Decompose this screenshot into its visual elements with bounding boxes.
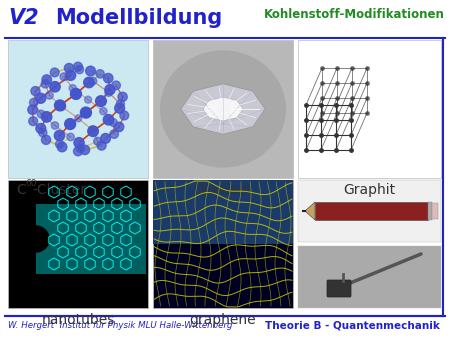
- Circle shape: [101, 134, 110, 143]
- Circle shape: [120, 111, 129, 120]
- Circle shape: [85, 96, 92, 103]
- Circle shape: [86, 66, 95, 76]
- Circle shape: [73, 62, 82, 71]
- Circle shape: [51, 122, 59, 129]
- Bar: [153, 180, 293, 244]
- Circle shape: [55, 140, 64, 148]
- Text: 60: 60: [25, 179, 36, 188]
- Circle shape: [41, 112, 52, 122]
- Circle shape: [50, 68, 59, 77]
- Circle shape: [54, 100, 65, 111]
- Circle shape: [110, 130, 118, 138]
- Bar: [153, 40, 293, 178]
- Circle shape: [75, 66, 84, 74]
- Circle shape: [36, 123, 46, 133]
- Bar: [298, 40, 441, 178]
- Circle shape: [118, 92, 127, 101]
- Circle shape: [109, 119, 117, 126]
- Circle shape: [89, 77, 97, 85]
- Circle shape: [115, 103, 125, 113]
- Circle shape: [71, 89, 81, 99]
- Circle shape: [76, 144, 85, 152]
- Circle shape: [50, 81, 60, 92]
- Text: Graphit: Graphit: [343, 183, 396, 197]
- Text: Modellbildung: Modellbildung: [55, 8, 222, 28]
- Polygon shape: [181, 84, 265, 134]
- Circle shape: [74, 138, 84, 148]
- FancyBboxPatch shape: [36, 204, 146, 274]
- Circle shape: [36, 93, 46, 103]
- Circle shape: [88, 126, 99, 137]
- Circle shape: [66, 70, 76, 80]
- Circle shape: [60, 73, 68, 81]
- Bar: [153, 180, 293, 308]
- Circle shape: [37, 110, 45, 118]
- Circle shape: [104, 115, 114, 125]
- Text: C: C: [16, 183, 26, 197]
- Circle shape: [30, 98, 38, 107]
- Circle shape: [41, 80, 50, 88]
- Text: -Cluster: -Cluster: [32, 183, 86, 197]
- Bar: [8, 40, 148, 178]
- Bar: [298, 180, 441, 242]
- Circle shape: [31, 87, 40, 96]
- Text: graphene: graphene: [190, 313, 256, 327]
- Circle shape: [112, 81, 120, 90]
- Circle shape: [97, 141, 106, 150]
- Text: nanotubes: nanotubes: [41, 313, 115, 327]
- Polygon shape: [305, 202, 315, 220]
- Circle shape: [100, 107, 107, 115]
- Circle shape: [94, 137, 102, 145]
- Text: Theorie B - Quantenmechanik: Theorie B - Quantenmechanik: [265, 321, 440, 331]
- Circle shape: [81, 107, 91, 118]
- Circle shape: [54, 130, 65, 141]
- Circle shape: [95, 96, 106, 106]
- Circle shape: [116, 100, 125, 108]
- Circle shape: [69, 84, 76, 92]
- Circle shape: [105, 89, 112, 96]
- Circle shape: [114, 122, 124, 132]
- Circle shape: [23, 226, 49, 252]
- Text: V2: V2: [8, 8, 39, 28]
- Text: Diamant: Diamant: [193, 183, 253, 197]
- Bar: [428, 202, 432, 220]
- Bar: [298, 246, 441, 308]
- Text: W. Hergert  Institut für Physik MLU Halle-Wittenberg: W. Hergert Institut für Physik MLU Halle…: [8, 321, 232, 331]
- Text: Kohlenstoff-Modifikationen: Kohlenstoff-Modifikationen: [264, 8, 445, 21]
- Bar: [8, 180, 148, 308]
- Polygon shape: [203, 97, 243, 121]
- Ellipse shape: [160, 50, 286, 168]
- Circle shape: [46, 92, 53, 99]
- Circle shape: [67, 133, 74, 141]
- Bar: [315, 202, 428, 220]
- Circle shape: [96, 70, 104, 78]
- Bar: [432, 203, 438, 219]
- Circle shape: [28, 105, 37, 115]
- Circle shape: [42, 75, 52, 84]
- Circle shape: [80, 145, 90, 154]
- Circle shape: [65, 119, 76, 129]
- Circle shape: [105, 84, 115, 95]
- Circle shape: [104, 73, 113, 83]
- Circle shape: [41, 135, 51, 144]
- Circle shape: [29, 117, 38, 126]
- Circle shape: [64, 64, 74, 73]
- Circle shape: [73, 147, 82, 156]
- Circle shape: [57, 142, 67, 152]
- Circle shape: [84, 77, 94, 88]
- Circle shape: [75, 115, 82, 122]
- Circle shape: [39, 128, 47, 137]
- Circle shape: [89, 126, 96, 134]
- FancyBboxPatch shape: [327, 280, 351, 297]
- Circle shape: [58, 103, 66, 111]
